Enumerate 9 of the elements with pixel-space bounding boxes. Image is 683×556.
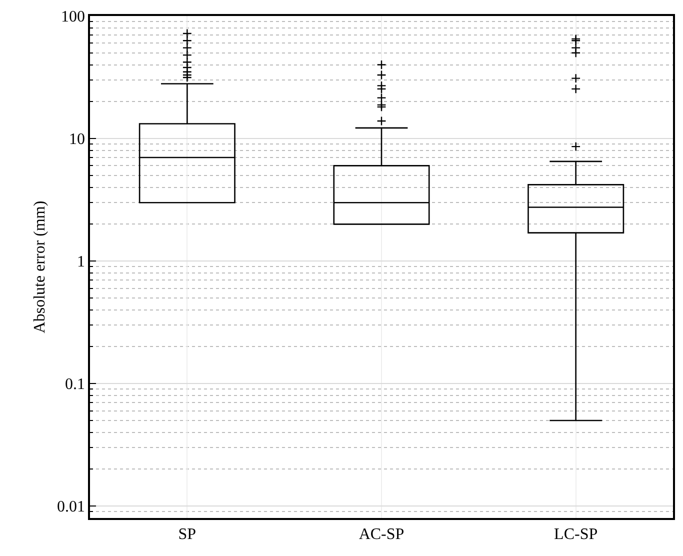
y-tick-label: 100 [61, 8, 86, 26]
x-tick-label: AC-SP [358, 526, 404, 543]
y-tick-label: 1 [77, 254, 86, 271]
y-tick-label: 0.1 [65, 376, 86, 394]
y-tick-label: 10 [69, 131, 86, 148]
x-tick-label: LC-SP [554, 526, 598, 543]
y-axis-title: Absolute error (mm) [31, 200, 48, 334]
y-tick-label: 0.01 [57, 498, 86, 516]
x-tick-label: SP [178, 526, 196, 543]
